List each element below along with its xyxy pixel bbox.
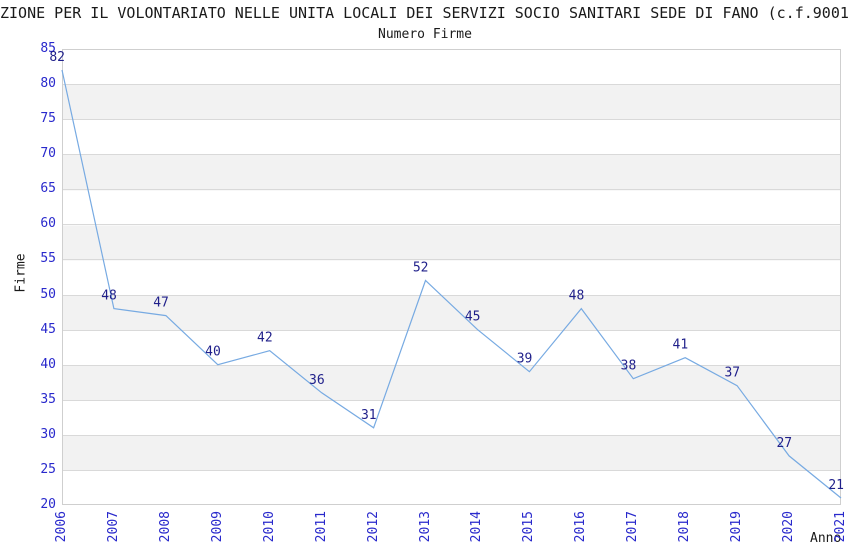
y-tick-label: 75: [40, 111, 56, 127]
y-tick-label: 40: [40, 356, 56, 372]
gridline: [63, 119, 840, 121]
x-tick-label: 2019: [729, 511, 745, 543]
y-tick-label: 35: [40, 391, 56, 407]
x-tick-label: 2015: [521, 511, 537, 543]
y-tick-label: 25: [40, 461, 56, 477]
gridline: [63, 329, 840, 331]
y-tick-label: 80: [40, 76, 56, 92]
gridline: [63, 469, 840, 471]
x-tick-label: 2010: [261, 511, 277, 543]
gridline: [63, 84, 840, 86]
gridline: [63, 259, 840, 261]
y-tick-label: 85: [40, 41, 56, 56]
x-tick-label: 2018: [677, 511, 693, 543]
x-tick-label: 2013: [417, 511, 433, 543]
x-axis-title: Anno: [810, 531, 842, 546]
x-tick-label: 2017: [625, 511, 641, 543]
x-tick-label: 2016: [573, 511, 589, 543]
gridline: [63, 224, 840, 226]
y-tick-label: 70: [40, 146, 56, 162]
gridline: [63, 189, 840, 191]
y-tick-label: 65: [40, 181, 56, 197]
x-tick-label: 2012: [365, 511, 381, 543]
y-tick-label: 30: [40, 426, 56, 442]
y-tick-label: 50: [40, 286, 56, 302]
y-tick-label: 45: [40, 321, 56, 337]
x-tick-label: 2009: [209, 511, 225, 543]
x-tick-label: 2020: [781, 511, 797, 543]
x-tick-label: 2014: [469, 511, 485, 543]
x-tick-label: 2021: [833, 511, 848, 543]
gridline: [63, 434, 840, 436]
gridline: [63, 399, 840, 401]
plot-area: [62, 49, 841, 505]
y-tick-label: 55: [40, 251, 56, 267]
x-tick-label: 2007: [105, 511, 121, 543]
gridline: [63, 154, 840, 156]
x-tick-label: 2011: [313, 511, 329, 543]
gridline: [63, 294, 840, 296]
gridline: [63, 364, 840, 366]
y-tick-label: 60: [40, 216, 56, 232]
x-tick-label: 2008: [157, 511, 173, 543]
y-tick-label: 20: [40, 497, 56, 512]
chart-title: ZIONE PER IL VOLONTARIATO NELLE UNITA LO…: [0, 4, 850, 22]
x-tick-label: 2006: [54, 511, 69, 543]
chart-subtitle: Numero Firme: [378, 27, 472, 42]
